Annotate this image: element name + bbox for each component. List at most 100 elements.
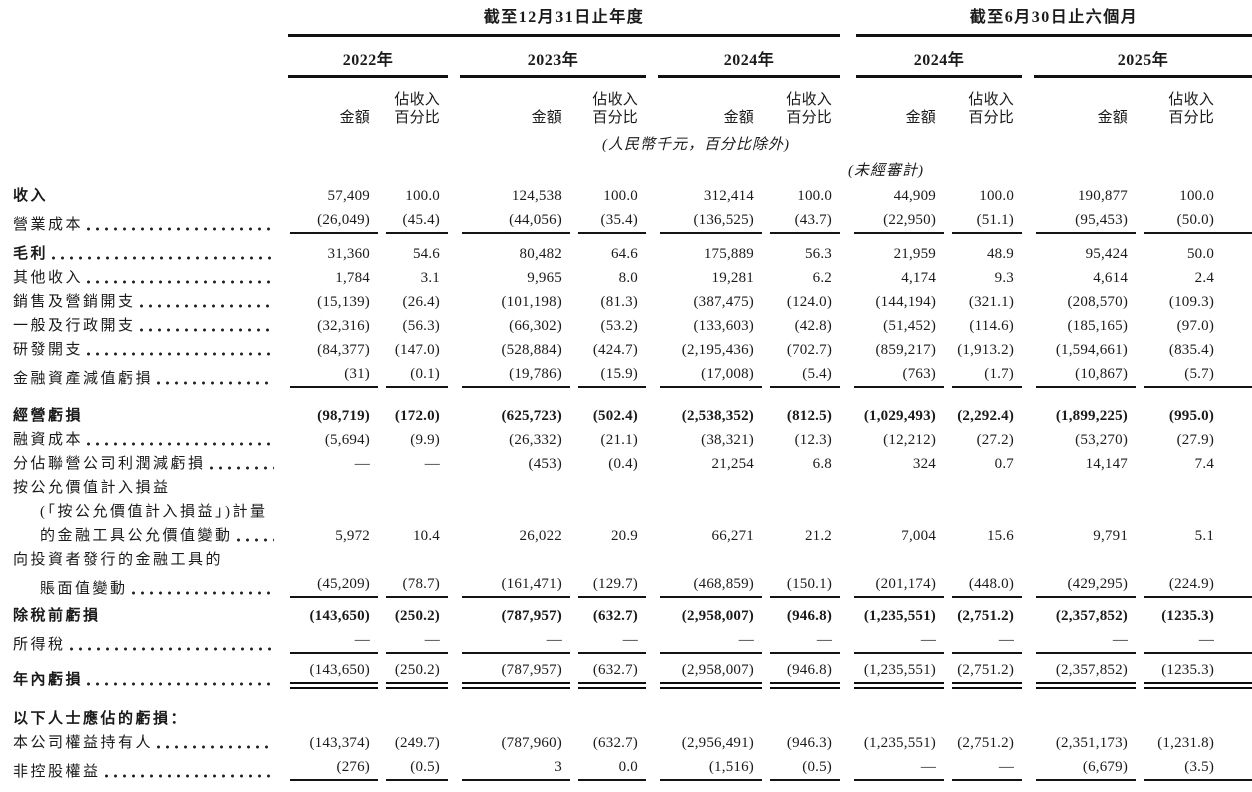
amount-cell: (38,321) <box>701 432 754 448</box>
pct-cell: (250.2) <box>394 608 440 624</box>
pct-cell: 20.9 <box>610 528 638 544</box>
pct-cell: 10.4 <box>412 528 440 544</box>
pct-cell: (224.9) <box>1136 572 1252 601</box>
amount-cell: (787,957) <box>448 657 570 692</box>
amount-cell: 26,022 <box>519 528 562 544</box>
pct-cell: (250.2) <box>378 657 448 692</box>
pct-cell: (147.0) <box>394 342 440 358</box>
year-header-2024-interim: 2024年 <box>840 40 1023 81</box>
pct-cell: 48.9 <box>986 246 1015 262</box>
pct-cell: 15.6 <box>986 528 1015 544</box>
amount-cell: 5,972 <box>335 528 370 544</box>
dotted-leader <box>86 682 274 686</box>
year-header-2022: 2022年 <box>276 40 448 81</box>
table-row: 非控股權益 (276) (0.5) 3 0.0 (1,516) (0.5) — — (6,679)… <box>0 755 1252 784</box>
amount-cell: 4,614 <box>1093 270 1129 286</box>
amount-cell: (1,594,661) <box>1055 342 1129 358</box>
amount-cell: (143,650) <box>309 608 370 624</box>
amount-cell: (1,516) <box>646 755 762 784</box>
table-row: 向投資者發行的金融工具的 <box>0 548 1252 572</box>
empty-cells <box>276 476 1252 500</box>
pct-cell: — <box>378 628 448 657</box>
pct-cell: (2,751.2) <box>957 735 1015 751</box>
amount-subheader: 金額 <box>723 110 754 126</box>
table-row: 經營虧損 (98,719) (172.0) (625,723) (502.4) (2,53… <box>0 391 1252 428</box>
amount-cell: (53,270) <box>1075 432 1129 448</box>
amount-cell: (2,357,852) <box>1055 608 1129 624</box>
pct-cell: 0.7 <box>994 456 1015 472</box>
row-label: (「按公允價值計入損益」)計量 <box>40 504 268 520</box>
pct-cell: (1235.3) <box>1161 608 1215 624</box>
row-label: 金融資產減值虧損 <box>0 362 276 391</box>
pct-cell: (109.3) <box>1168 294 1215 310</box>
amount-subheader: 金額 <box>1097 110 1129 126</box>
amount-cell: (2,956,491) <box>681 735 754 751</box>
amount-cell: 19,281 <box>711 270 754 286</box>
pct-cell: (2,292.4) <box>957 408 1015 424</box>
pct-cell: (946.8) <box>762 657 841 692</box>
amount-cell: (19,786) <box>448 362 570 391</box>
amount-cell: (10,867) <box>1022 362 1137 391</box>
amount-subheader: 金額 <box>339 110 370 126</box>
pct-cell: (0.5) <box>762 755 841 784</box>
amount-cell: (763) <box>840 362 945 391</box>
table-row: 本公司權益持有人 (143,374) (249.7) (787,960) (632.7)… <box>0 731 1252 755</box>
table-row: 融資成本 (5,694) (9.9) (26,332) (21.1) (38,321) (1… <box>0 428 1252 452</box>
amount-cell: — <box>1022 628 1137 657</box>
pct-cell: (835.4) <box>1168 342 1215 358</box>
row-label: 研發開支 <box>0 338 276 362</box>
amount-cell: (31) <box>276 362 378 391</box>
amount-cell: (161,471) <box>448 572 570 601</box>
pct-cell: 6.8 <box>812 456 833 472</box>
table-row: 賬面值變動 (45,209) (78.7) (161,471) (129.7) (468,… <box>0 572 1252 601</box>
pct-cell: (78.7) <box>378 572 448 601</box>
year-header-2024: 2024年 <box>646 40 841 81</box>
amount-cell: 44,909 <box>893 188 937 204</box>
pct-subheader: 佔收入 百分比 <box>786 92 833 126</box>
pct-cell: 56.3 <box>804 246 833 262</box>
pct-cell: 100.0 <box>603 188 638 204</box>
amount-cell: (26,049) <box>276 208 378 237</box>
pct-cell: 100.0 <box>979 188 1015 204</box>
pct-cell: (321.1) <box>968 294 1015 310</box>
table-row: 營業成本 (26,049) (45.4) (44,056) (35.4) (136,525… <box>0 208 1252 237</box>
amount-cell: (453) <box>528 456 562 472</box>
table-row: 收入 57,409 100.0 124,538 100.0 312,414 100.0 44,… <box>0 184 1252 208</box>
pct-cell: (45.4) <box>378 208 448 237</box>
amount-cell: (2,958,007) <box>681 608 754 624</box>
dotted-leader <box>86 352 274 356</box>
pct-cell: 7.4 <box>1194 456 1215 472</box>
row-label: 收入 <box>13 188 49 204</box>
period-header-row: 截至12月31日止年度 截至6月30日止六個月 <box>0 0 1252 40</box>
pct-cell: (53.2) <box>600 318 638 334</box>
pct-cell: (702.7) <box>786 342 833 358</box>
dotted-leader <box>68 647 274 651</box>
table-row: 其他收入 1,784 3.1 9,965 8.0 19,281 6.2 4,174 9.3 4,6… <box>0 266 1252 290</box>
amount-cell: (1,235,551) <box>863 608 937 624</box>
units-note-row: (人民幣千元，百分比除外) <box>0 132 1252 158</box>
amount-cell: (1,029,493) <box>863 408 937 424</box>
pct-cell: 6.2 <box>812 270 833 286</box>
pct-cell: 8.0 <box>618 270 638 286</box>
row-label: 分佔聯營公司利潤減虧損 <box>0 452 276 476</box>
amount-cell: (2,195,436) <box>681 342 754 358</box>
pct-cell: (2,751.2) <box>944 657 1023 692</box>
amount-cell: (1,235,551) <box>863 735 937 751</box>
pct-cell: 54.6 <box>412 246 440 262</box>
pct-cell: (21.1) <box>600 432 638 448</box>
table-row: 除稅前虧損 (143,650) (250.2) (787,957) (632.7) (2,… <box>0 601 1252 628</box>
pct-cell: (172.0) <box>394 408 440 424</box>
pct-cell: (1,913.2) <box>957 342 1015 358</box>
amount-cell: 175,889 <box>703 246 754 262</box>
pct-cell: — <box>424 456 440 472</box>
amount-cell: 21,959 <box>893 246 937 262</box>
pct-cell: (632.7) <box>570 657 646 692</box>
pct-cell: (995.0) <box>1168 408 1215 424</box>
amount-cell: (26,332) <box>509 432 562 448</box>
empty-cells <box>276 548 1252 572</box>
row-label: 的金融工具公允價值變動 <box>0 524 276 548</box>
pct-cell: 5.1 <box>1194 528 1215 544</box>
amount-cell: — <box>354 456 370 472</box>
